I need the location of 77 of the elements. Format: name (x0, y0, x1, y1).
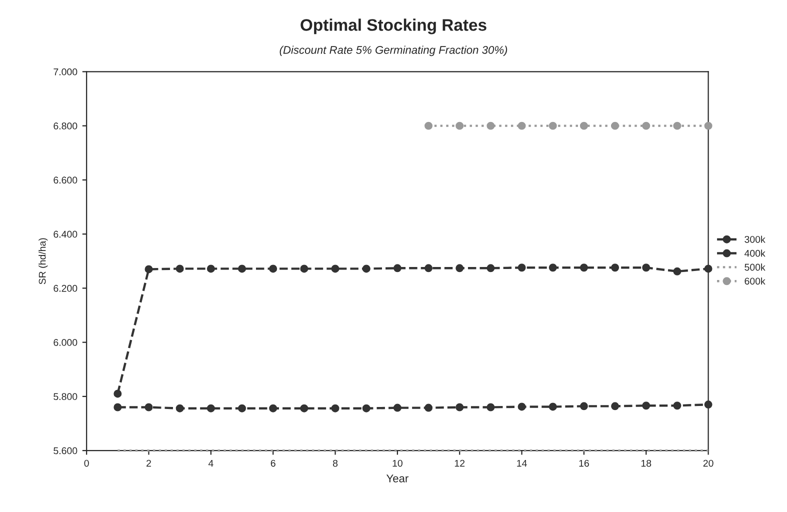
point (331, 404, 340, 412)
point (580, 122, 588, 130)
point (331, 264, 340, 273)
point (580, 264, 588, 272)
point (424, 264, 433, 272)
point (144, 403, 153, 412)
y-tick-label: 6.200 (54, 284, 78, 292)
x-tick-label: 20 (703, 460, 714, 467)
point (238, 404, 246, 412)
y-tick-label: 6.800 (54, 122, 78, 130)
x-axis-title: Year (386, 474, 408, 482)
point (362, 264, 370, 273)
point (456, 122, 464, 130)
point (611, 264, 620, 272)
y-tick-label: 6.000 (54, 339, 78, 346)
point (393, 404, 402, 412)
point (611, 402, 620, 410)
point (144, 265, 153, 274)
legend-label: 500k (744, 264, 766, 271)
point (548, 402, 557, 411)
point (518, 122, 526, 130)
point (114, 390, 122, 398)
point (269, 404, 278, 412)
point (704, 122, 712, 130)
point (673, 122, 682, 130)
y-tick-label: 5.800 (54, 393, 78, 400)
legend-label: 600k (744, 277, 766, 285)
point (580, 402, 588, 410)
point (486, 264, 495, 272)
point (206, 264, 215, 273)
point (393, 264, 402, 272)
y-tick-label: 7.000 (54, 68, 78, 76)
point (673, 267, 682, 276)
point (548, 122, 557, 130)
x-tick-label: 18 (641, 460, 652, 467)
point (300, 404, 308, 412)
x-tick-label: 16 (579, 460, 589, 467)
x-tick-label: 8 (332, 460, 338, 467)
point (176, 264, 184, 273)
point (704, 400, 712, 409)
point (548, 264, 557, 272)
x-tick-label: 6 (270, 460, 276, 467)
y-tick-label: 6.400 (54, 230, 78, 238)
point (486, 403, 495, 412)
point (300, 264, 308, 273)
point (704, 264, 712, 273)
x-tick-label: 12 (454, 460, 465, 467)
legend-label: 400k (744, 250, 766, 257)
y-tick-label: 6.600 (54, 176, 78, 184)
point (424, 404, 433, 412)
y-tick-label: 5.600 (54, 447, 78, 454)
x-tick-label: 2 (146, 460, 151, 467)
x-tick-label: 0 (84, 460, 89, 467)
x-tick-label: 10 (392, 460, 402, 467)
point (642, 122, 650, 130)
point (642, 402, 650, 410)
point (269, 264, 278, 273)
point (642, 264, 650, 272)
x-tick-label: 4 (208, 460, 214, 467)
point (176, 404, 184, 412)
point (362, 404, 370, 412)
point (238, 264, 246, 273)
point (518, 264, 526, 272)
point (611, 122, 620, 130)
point (114, 403, 122, 412)
x-tick-label: 14 (517, 460, 527, 467)
legend-label: 300k (744, 236, 766, 243)
point (424, 122, 433, 130)
point (206, 404, 215, 412)
chart-title: Optimal Stocking Rates (300, 18, 486, 34)
point (518, 402, 526, 411)
point (486, 122, 495, 130)
point (456, 264, 464, 272)
chart-subtitle: (Discount Rate 5% Germinating Fraction 30%) (280, 46, 508, 56)
y-axis-title: SR (hd/ha) (38, 238, 48, 284)
point (456, 403, 464, 412)
point (673, 402, 682, 410)
